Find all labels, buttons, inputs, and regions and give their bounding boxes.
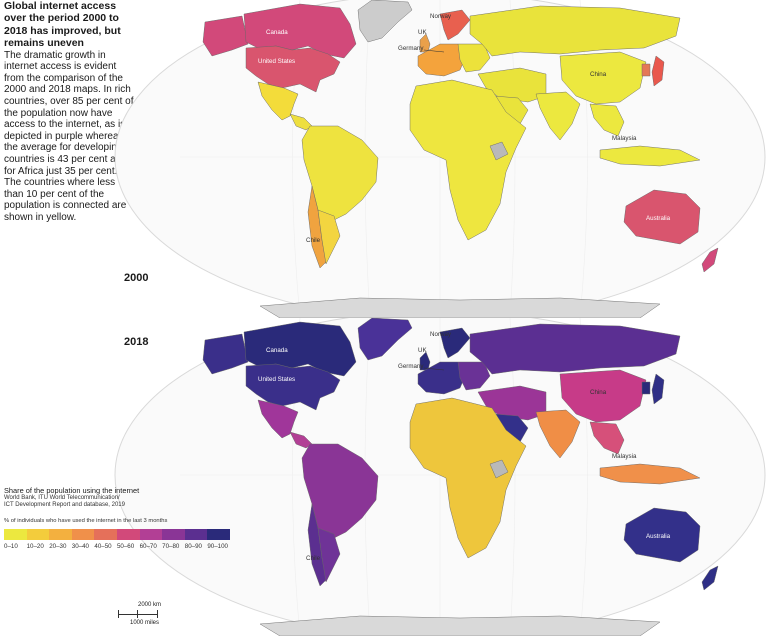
region-greenland bbox=[357, 0, 413, 43]
legend-ticks: 0–10 10–20 20–30 30–40 40–50 50–60 60–70 70–80 8… bbox=[4, 543, 244, 550]
region-argentina bbox=[317, 209, 341, 265]
legend-swatch bbox=[49, 528, 72, 540]
label-australia: Australia bbox=[646, 215, 671, 222]
label-australia: Australia bbox=[646, 533, 671, 540]
region-japan bbox=[651, 373, 665, 405]
legend-swatch bbox=[139, 528, 163, 540]
country-labels: Canada United States Norway UK Germany C… bbox=[258, 13, 671, 244]
region-indonesia bbox=[599, 145, 701, 167]
region-china bbox=[559, 51, 647, 105]
label-chile: Chile bbox=[306, 555, 321, 562]
label-norway: Norway bbox=[430, 331, 452, 338]
region-south-asia bbox=[535, 91, 581, 141]
region-antarctica bbox=[259, 297, 661, 318]
label-canada: Canada bbox=[266, 29, 288, 36]
label-china: China bbox=[590, 71, 607, 78]
label-uk: UK bbox=[418, 29, 427, 36]
legend-tick-label: 0–10 bbox=[4, 542, 18, 550]
legend-tick-label: 60–70 bbox=[139, 542, 157, 550]
region-south-america bbox=[301, 125, 379, 223]
headline: Global internet access over the period 2… bbox=[4, 0, 121, 50]
legend-measure: % of individuals who have used the inter… bbox=[4, 517, 168, 524]
label-united-states: United States bbox=[258, 58, 295, 65]
region-western-europe bbox=[417, 43, 467, 77]
region-russia bbox=[469, 323, 681, 375]
year-label-2018: 2018 bbox=[124, 336, 149, 348]
label-germany: Germany bbox=[398, 45, 424, 52]
germany-leader-line bbox=[423, 367, 445, 371]
region-mexico bbox=[257, 399, 299, 439]
label-germany: Germany bbox=[398, 363, 424, 370]
legend-source-2: ICT Development Report and database, 201… bbox=[4, 502, 125, 509]
region-korea bbox=[641, 381, 651, 395]
region-alaska bbox=[202, 333, 249, 375]
legend-swatch bbox=[94, 528, 117, 540]
legend-tick-label: 20–30 bbox=[49, 542, 67, 550]
region-china bbox=[559, 369, 647, 423]
legend-tick-label: 30–40 bbox=[71, 542, 89, 550]
region-antarctica bbox=[259, 615, 661, 636]
region-uk bbox=[419, 351, 431, 371]
label-chile: Chile bbox=[306, 237, 321, 244]
legend-tick-label: 70–80 bbox=[162, 542, 180, 550]
region-nordic bbox=[439, 327, 471, 359]
legend-tick-label: 40–50 bbox=[94, 542, 112, 550]
region-uk bbox=[419, 33, 431, 53]
legend-swatch bbox=[71, 528, 95, 540]
label-malaysia: Malaysia bbox=[612, 453, 637, 460]
label-united-states: United States bbox=[258, 376, 295, 383]
region-argentina bbox=[317, 527, 341, 583]
legend-tick-label: 90–100 bbox=[207, 542, 228, 550]
region-south-asia bbox=[535, 409, 581, 459]
legend-source-1: World Bank, ITU World Telecommunication/ bbox=[4, 495, 120, 501]
country-labels: Canada United States Norway UK Germany C… bbox=[258, 331, 671, 562]
label-malaysia: Malaysia bbox=[612, 135, 637, 142]
region-nordic bbox=[439, 9, 471, 41]
region-mexico bbox=[257, 81, 299, 121]
legend-swatch bbox=[184, 528, 208, 540]
region-western-europe bbox=[417, 361, 467, 395]
legend-swatches bbox=[4, 528, 244, 540]
region-japan bbox=[651, 55, 665, 87]
region-africa bbox=[409, 397, 527, 559]
region-new-zealand bbox=[701, 565, 719, 591]
region-southeast-asia bbox=[589, 103, 625, 137]
legend: Share of the population using the intern… bbox=[4, 486, 244, 550]
legend-tick-label: 80–90 bbox=[184, 542, 202, 550]
region-no-data bbox=[489, 459, 509, 479]
scale-miles-label: 1000 miles bbox=[130, 620, 160, 626]
region-alaska bbox=[202, 15, 249, 57]
legend-swatch bbox=[207, 528, 230, 540]
germany-leader-line bbox=[423, 49, 445, 53]
legend-swatch bbox=[26, 528, 50, 540]
label-china: China bbox=[590, 389, 607, 396]
label-norway: Norway bbox=[430, 13, 452, 20]
region-indonesia bbox=[599, 463, 701, 485]
legend-tick-label: 10–20 bbox=[26, 542, 44, 550]
legend-swatch bbox=[4, 528, 27, 540]
region-korea bbox=[641, 63, 651, 77]
legend-title: Share of the population using the intern… bbox=[4, 486, 140, 495]
legend-swatch bbox=[162, 528, 185, 540]
region-australia bbox=[623, 507, 701, 563]
region-united-states bbox=[245, 363, 341, 411]
year-label-2000: 2000 bbox=[124, 272, 149, 284]
intro-body: The dramatic growth in internet access i… bbox=[4, 49, 134, 223]
label-uk: UK bbox=[418, 347, 427, 354]
region-russia bbox=[469, 5, 681, 57]
scale-bar: 2000 km 1000 miles bbox=[118, 602, 166, 630]
intro-text: Global internet access over the period 2… bbox=[4, 0, 136, 224]
region-australia bbox=[623, 189, 701, 245]
region-no-data bbox=[489, 141, 509, 161]
label-canada: Canada bbox=[266, 347, 288, 354]
region-united-states bbox=[245, 45, 341, 93]
region-south-america bbox=[301, 443, 379, 541]
region-greenland bbox=[357, 318, 413, 361]
legend-swatch bbox=[116, 528, 140, 540]
scale-km-label: 2000 km bbox=[138, 602, 162, 608]
region-southeast-asia bbox=[589, 421, 625, 455]
region-new-zealand bbox=[701, 247, 719, 273]
region-africa bbox=[409, 79, 527, 241]
legend-tick-label: 50–60 bbox=[116, 542, 135, 550]
